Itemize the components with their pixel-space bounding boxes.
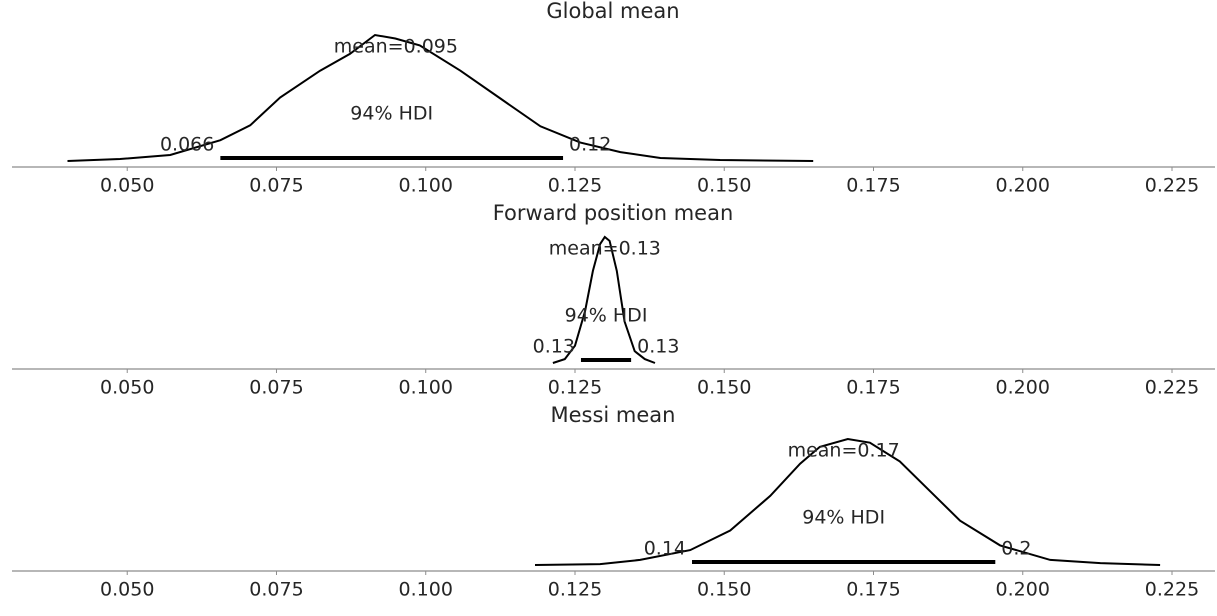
panel-title: Global mean [546, 0, 679, 23]
x-tick-label: 0.050 [100, 579, 154, 601]
x-tick-label: 0.125 [548, 579, 602, 601]
x-tick-label: 0.100 [399, 377, 453, 399]
mean-label: mean=0.17 [788, 440, 900, 462]
hdi-lower-label: 0.066 [160, 134, 214, 156]
hdi-upper-label: 0.2 [1001, 538, 1031, 560]
panel-title: Messi mean [551, 403, 676, 427]
x-tick-label: 0.100 [399, 175, 453, 197]
x-tick-label: 0.150 [697, 175, 751, 197]
x-tick-label: 0.175 [846, 377, 900, 399]
x-tick-label: 0.150 [697, 579, 751, 601]
density-curve [534, 437, 1161, 566]
x-tick-label: 0.200 [996, 175, 1050, 197]
hdi-lower-label: 0.14 [644, 538, 686, 560]
x-tick-label: 0.100 [399, 579, 453, 601]
x-tick-label: 0.175 [846, 579, 900, 601]
hdi-label: 94% HDI [350, 103, 433, 125]
x-tick-label: 0.050 [100, 377, 154, 399]
x-tick-label: 0.125 [548, 377, 602, 399]
x-tick-label: 0.200 [996, 579, 1050, 601]
x-tick-label: 0.175 [846, 175, 900, 197]
panel-title: Forward position mean [493, 201, 734, 225]
x-tick-label: 0.125 [548, 175, 602, 197]
x-tick-label: 0.225 [1145, 377, 1199, 399]
x-tick-label: 0.225 [1145, 175, 1199, 197]
x-tick-label: 0.075 [249, 579, 303, 601]
hdi-label: 94% HDI [565, 305, 648, 327]
x-tick-label: 0.225 [1145, 579, 1199, 601]
x-tick-label: 0.200 [996, 377, 1050, 399]
mean-label: mean=0.13 [549, 238, 661, 260]
x-tick-label: 0.075 [249, 175, 303, 197]
density-curve [67, 33, 814, 162]
x-tick-label: 0.150 [697, 377, 751, 399]
hdi-lower-label: 0.13 [533, 336, 575, 358]
x-tick-label: 0.050 [100, 175, 154, 197]
mean-label: mean=0.095 [334, 36, 458, 58]
hdi-upper-label: 0.12 [569, 134, 611, 156]
density-curve [552, 235, 656, 364]
hdi-upper-label: 0.13 [637, 336, 679, 358]
x-tick-label: 0.075 [249, 377, 303, 399]
hdi-label: 94% HDI [802, 507, 885, 529]
